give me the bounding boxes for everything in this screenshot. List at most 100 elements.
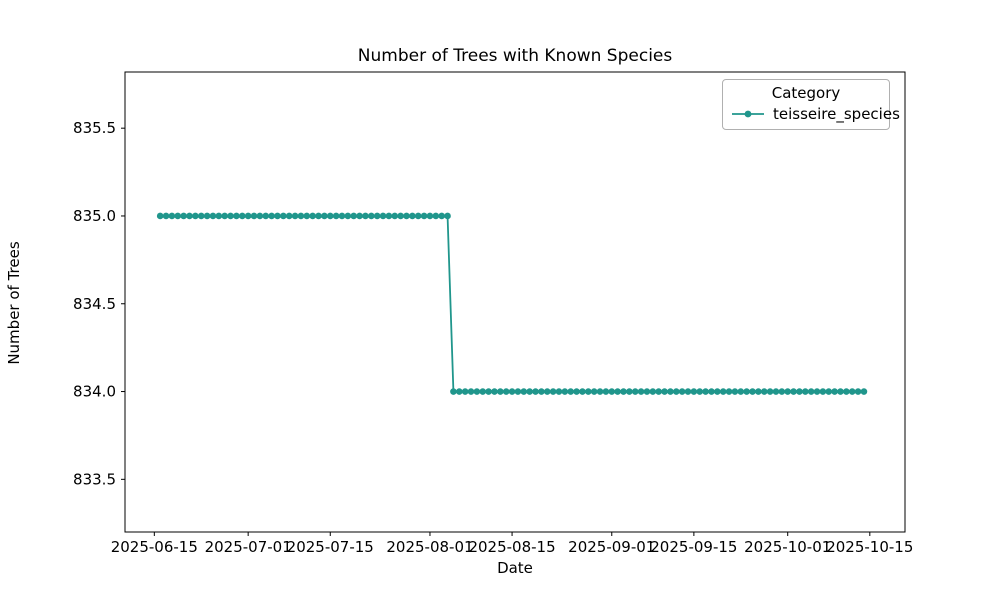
series-marker: [426, 212, 434, 220]
series-marker: [708, 388, 715, 395]
series-marker: [403, 212, 410, 220]
x-tick-label: 2025-09-01: [568, 538, 655, 556]
series-marker: [315, 212, 322, 220]
series-marker: [203, 212, 211, 220]
series-marker: [162, 212, 170, 220]
series-marker: [461, 388, 469, 395]
series-marker: [238, 212, 246, 220]
series-marker: [338, 212, 346, 220]
x-tick-label: 2025-06-15: [111, 538, 198, 556]
series-marker: [555, 388, 563, 395]
series-marker: [362, 212, 369, 220]
series-marker: [297, 212, 305, 220]
series-marker: [414, 212, 422, 220]
series-marker: [502, 388, 510, 395]
series-marker: [309, 212, 316, 220]
series-marker: [719, 388, 727, 395]
series-marker: [661, 388, 668, 395]
series-marker: [766, 388, 774, 395]
series-marker: [585, 388, 592, 395]
series-marker: [497, 388, 504, 395]
y-tick-label: 834.5: [73, 295, 116, 313]
series-marker: [186, 212, 193, 220]
series-marker: [432, 212, 440, 220]
y-tick-label: 833.5: [73, 470, 116, 488]
series-marker: [579, 388, 586, 395]
series-marker: [221, 212, 228, 220]
series-marker: [156, 212, 164, 220]
series-marker: [596, 388, 604, 395]
x-tick-label: 2025-08-15: [468, 538, 555, 556]
series-marker: [303, 212, 311, 220]
series-marker: [250, 212, 258, 220]
series-marker: [268, 212, 275, 220]
series-marker: [532, 388, 539, 395]
series-marker: [848, 388, 856, 395]
series-marker: [438, 212, 445, 220]
series-marker: [409, 212, 416, 220]
series-marker: [356, 212, 363, 220]
x-tick-label: 2025-07-01: [205, 538, 292, 556]
series-marker: [813, 388, 821, 395]
series-marker: [420, 212, 428, 220]
series-marker: [197, 212, 205, 220]
series-marker: [291, 212, 299, 220]
series-marker: [626, 388, 633, 395]
series-marker: [702, 388, 709, 395]
series-marker: [326, 212, 334, 220]
legend-line-marker-icon: [732, 110, 764, 118]
series-marker: [209, 212, 217, 220]
series-marker: [368, 212, 375, 220]
series-line: [160, 215, 864, 393]
series-marker: [760, 388, 768, 395]
series-marker: [737, 388, 745, 395]
series-marker: [543, 388, 551, 395]
series-marker: [391, 212, 399, 220]
series-marker: [843, 388, 850, 395]
series-marker: [602, 388, 610, 395]
legend: Category teisseire_species: [722, 79, 900, 130]
series-marker: [332, 212, 340, 220]
series-marker: [631, 388, 639, 395]
series-marker: [590, 388, 598, 395]
y-tick-label: 834.0: [73, 383, 116, 401]
series-marker: [655, 388, 662, 395]
series-marker: [772, 388, 780, 395]
x-tick-label: 2025-10-15: [826, 538, 913, 556]
series-marker: [549, 388, 557, 395]
series-marker: [444, 212, 451, 220]
series-marker: [725, 388, 733, 395]
series-marker: [350, 212, 358, 220]
x-tick-label: 2025-10-01: [744, 538, 831, 556]
series-marker: [473, 388, 481, 395]
series-marker: [678, 388, 686, 395]
series-marker: [608, 388, 616, 395]
chart-title: Number of Trees with Known Species: [357, 46, 673, 66]
legend-entry: teisseire_species: [731, 105, 900, 123]
series-marker: [854, 388, 862, 395]
series-marker: [233, 212, 240, 220]
y-tick-label: 835.0: [73, 207, 116, 225]
series-marker: [649, 388, 657, 395]
series-marker: [643, 388, 651, 395]
series-marker: [485, 388, 492, 395]
series-marker: [690, 388, 698, 395]
series-marker: [385, 212, 393, 220]
series-marker: [256, 212, 264, 220]
series-marker: [620, 388, 627, 395]
series-marker: [538, 388, 545, 395]
series-marker: [192, 212, 199, 220]
series-marker: [467, 388, 475, 395]
series-marker: [696, 388, 704, 395]
series-marker: [684, 388, 692, 395]
series-marker: [837, 388, 844, 395]
series-marker: [667, 388, 674, 395]
series-marker: [168, 212, 176, 220]
series-marker: [215, 212, 223, 220]
series-marker: [508, 388, 516, 395]
series-marker: [784, 388, 792, 395]
series-marker: [561, 388, 569, 395]
series-marker: [344, 212, 352, 220]
series-marker: [825, 388, 833, 395]
